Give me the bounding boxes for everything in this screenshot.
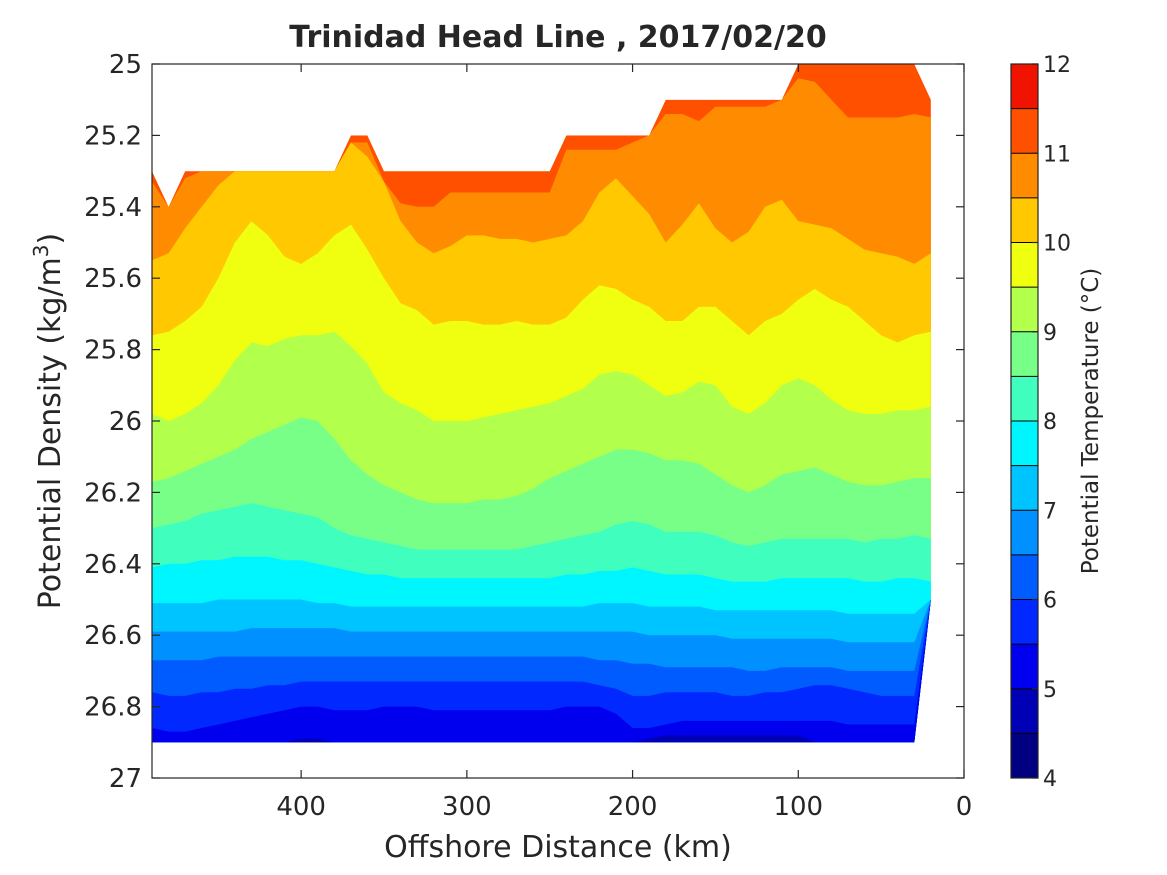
y-axis-label-main: Potential Density (kg/m (33, 257, 68, 609)
colorbar-swatch (1011, 331, 1038, 377)
x-axis-label: Offshore Distance (km) (384, 830, 732, 865)
x-axis: 400 300 200 100 0 (276, 64, 972, 822)
colorbar-swatch (1011, 153, 1038, 198)
colorbar-tick-label: 7 (1043, 499, 1057, 524)
colorbar-swatch (1011, 644, 1038, 689)
y-tick-label: 25.8 (84, 336, 142, 366)
colorbar-swatch (1011, 64, 1038, 109)
y-tick-label: 26.8 (84, 693, 142, 723)
colorbar-swatch (1011, 688, 1038, 734)
y-axis-label-superscript: 3 (29, 244, 53, 257)
colorbar-tick-label: 5 (1043, 678, 1057, 703)
colorbar-tick-label: 8 (1043, 410, 1057, 435)
colorbar-swatch (1011, 108, 1038, 154)
y-tick-label: 27 (109, 764, 142, 794)
y-tick-label: 26 (109, 407, 142, 437)
y-tick-label: 25 (109, 50, 142, 80)
y-tick-label: 26.6 (84, 621, 142, 651)
colorbar-swatch (1011, 197, 1038, 243)
chart-title: Trinidad Head Line , 2017/02/20 (289, 20, 826, 55)
colorbar-swatch (1011, 599, 1038, 645)
y-axis: 25 25.2 25.4 25.6 25.8 26 26.2 26.4 26.6 26.8 27 (84, 50, 964, 794)
colorbar-swatch (1011, 465, 1038, 511)
x-tick-label: 300 (442, 792, 492, 822)
y-tick-label: 26.4 (84, 550, 142, 580)
colorbar-swatch (1011, 421, 1038, 466)
colorbar-swatch (1011, 287, 1038, 332)
x-tick-label: 0 (956, 792, 973, 822)
y-axis-label-suffix: ) (33, 233, 68, 245)
colorbar: 4 5 6 7 8 9 10 11 12 (1010, 53, 1071, 792)
colorbar-tick-label: 10 (1043, 232, 1071, 257)
y-tick-label: 25.4 (84, 193, 142, 223)
x-tick-label: 200 (608, 792, 658, 822)
x-tick-label: 400 (276, 792, 326, 822)
temperature-band (152, 599, 931, 743)
y-tick-label: 25.2 (84, 121, 142, 151)
y-axis-label: Potential Density (kg/m3) (29, 233, 68, 609)
y-tick-label: 25.6 (84, 264, 142, 294)
colorbar-swatch (1011, 554, 1038, 600)
colorbar-tick-label: 6 (1043, 589, 1057, 614)
x-tick-label: 100 (773, 792, 823, 822)
contour-fill-layer (152, 64, 931, 743)
colorbar-swatch (1011, 510, 1038, 555)
colorbar-label: Potential Temperature (°C) (1078, 268, 1104, 575)
colorbar-swatch (1011, 242, 1038, 288)
colorbar-tick-label: 9 (1043, 321, 1057, 346)
y-tick-label: 26.2 (84, 478, 142, 508)
colorbar-swatch (1011, 733, 1038, 778)
colorbar-tick-label: 12 (1043, 53, 1071, 78)
colorbar-tick-label: 11 (1043, 142, 1071, 167)
colorbar-swatch (1011, 376, 1038, 421)
contour-bands (152, 64, 931, 743)
colorbar-tick-label: 4 (1043, 767, 1057, 792)
